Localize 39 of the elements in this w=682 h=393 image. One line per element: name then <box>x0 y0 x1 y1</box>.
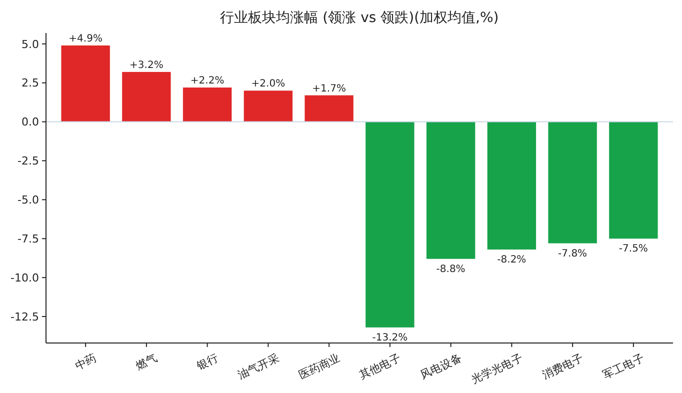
x-tick-label: 消费电子 <box>540 351 586 382</box>
x-tick-label: 光学光电子 <box>469 351 525 386</box>
bar <box>366 122 414 328</box>
data-label: -8.2% <box>497 254 526 266</box>
bar <box>61 45 110 122</box>
y-tick-label: -12.5 <box>10 310 39 324</box>
y-tick-label: -7.5 <box>18 232 39 246</box>
data-label: -13.2% <box>372 332 408 344</box>
data-label: +3.2% <box>130 60 164 71</box>
bar <box>609 122 658 239</box>
data-label: +2.0% <box>251 78 286 90</box>
data-label: -8.8% <box>436 264 466 275</box>
x-tick-label: 医药商业 <box>296 351 342 382</box>
x-tick-label: 中药 <box>73 351 98 373</box>
x-tick-label: 油气开采 <box>236 351 282 382</box>
y-tick-label: -5.0 <box>18 194 39 207</box>
y-tick-label: -10.0 <box>10 271 39 284</box>
data-label: +1.7% <box>312 83 346 94</box>
x-tick-label: 银行 <box>194 351 220 373</box>
data-label: +4.9% <box>68 33 102 44</box>
x-tick-label: 军工电子 <box>600 351 646 382</box>
bar <box>426 122 476 259</box>
y-tick-label: -2.5 <box>18 154 39 168</box>
y-tick-label: 0.0 <box>22 116 39 129</box>
y-tick-label: 5.0 <box>22 38 39 51</box>
chart-title: 行业板块均涨幅 (领涨 vs 领跌)(加权均值,%) <box>220 10 499 26</box>
x-tick-label: 其他电子 <box>357 351 403 382</box>
bar <box>304 95 354 122</box>
data-label: -7.5% <box>618 244 648 255</box>
bar <box>182 88 232 122</box>
data-label: +2.2% <box>190 76 224 87</box>
bar <box>548 122 597 244</box>
x-tick-label: 风电设备 <box>418 351 464 382</box>
x-tick-label: 燃气 <box>134 351 160 373</box>
data-label: -7.8% <box>558 248 588 260</box>
y-tick-label: 2.5 <box>22 76 39 90</box>
bar <box>487 122 536 250</box>
bar <box>122 72 171 122</box>
bar <box>244 90 293 122</box>
